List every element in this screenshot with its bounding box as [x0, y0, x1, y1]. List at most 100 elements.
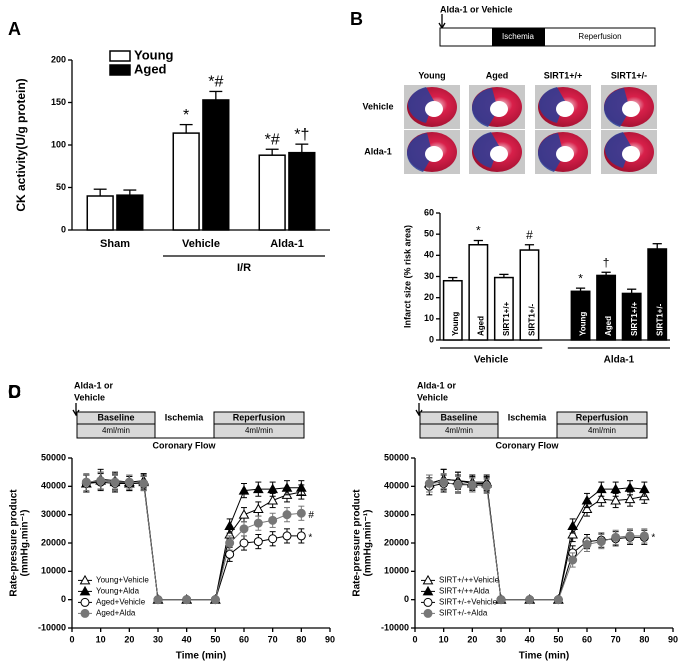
marker: [80, 608, 90, 618]
drug-label: Alda-1 or: [74, 380, 114, 390]
phase-box: [556, 411, 648, 439]
marker: [422, 585, 434, 596]
marker: [423, 608, 433, 618]
x-axis-label: Time (min): [176, 651, 226, 662]
y-tick-label: -10000: [38, 622, 66, 632]
marker: [595, 483, 607, 494]
phase-label: Baseline: [440, 412, 477, 422]
heart-lumen: [622, 146, 640, 162]
marker: [567, 528, 579, 539]
phase-label: Reperfusion: [576, 412, 629, 422]
marker: [238, 509, 250, 519]
marker: [567, 520, 579, 530]
bar: [202, 99, 230, 231]
y-axis-label: (mmHg.min⁻¹): [20, 510, 31, 577]
phase-label: Reperfusion: [233, 412, 286, 422]
marker: [139, 479, 149, 488]
legend-label: SIRT+/-+Alda: [439, 609, 488, 618]
marker: [296, 508, 306, 518]
x-tick-label: SIRT1+/+: [502, 301, 511, 336]
x-tick-label: SIRT1+/-: [528, 303, 537, 336]
marker: [225, 538, 235, 548]
x-tick-label: SIRT1+/+: [630, 301, 639, 336]
phase-box: [213, 411, 305, 439]
y-axis-label: Rate-pressure product: [352, 489, 363, 597]
y-tick-label: -10000: [381, 622, 409, 632]
y-tick-label: 20000: [41, 537, 66, 547]
significance-marker: *: [476, 224, 481, 238]
y-tick-label: 150: [51, 97, 66, 107]
heart-blue: [537, 133, 564, 172]
bar: [258, 154, 286, 231]
flow-label: 4ml/min: [102, 426, 130, 435]
marker: [268, 534, 278, 544]
heart-lumen: [490, 146, 508, 162]
y-tick-label: 0: [61, 224, 66, 234]
y-tick-label: 0: [429, 334, 434, 344]
flow-title: Coronary Flow: [152, 440, 216, 450]
x-tick-label: 30: [496, 634, 506, 644]
y-tick-label: 20: [424, 292, 434, 302]
x-tick-label: SIRT1+/-: [655, 303, 664, 336]
bar: [570, 290, 591, 341]
marker: [439, 477, 449, 487]
group-label: Alda-1: [604, 355, 635, 366]
marker: [281, 482, 293, 492]
phase-label: Baseline: [97, 412, 134, 422]
marker: [611, 532, 621, 542]
marker: [639, 531, 649, 541]
x-tick-label: Aged: [604, 316, 613, 336]
marker: [210, 595, 220, 605]
significance-marker: #: [526, 228, 533, 242]
marker: [96, 476, 106, 486]
bar: [647, 248, 668, 341]
x-tick-label: 20: [124, 634, 134, 644]
column-label: SIRT1+/-: [611, 70, 647, 80]
y-tick-label: 60: [424, 207, 434, 217]
ischemia-box: [492, 28, 545, 46]
marker: [182, 595, 192, 605]
reperfusion-label: Reperfusion: [578, 32, 621, 41]
x-tick-label: 70: [611, 634, 621, 644]
marker: [225, 549, 235, 559]
marker: [253, 537, 263, 547]
y-tick-label: 50000: [41, 452, 66, 462]
column-label: SIRT1+/+: [544, 70, 583, 80]
x-tick-label: 40: [525, 634, 535, 644]
y-tick-label: 10000: [384, 566, 409, 576]
drug-label: Vehicle: [417, 392, 448, 402]
marker: [624, 482, 636, 492]
x-tick-label: 40: [182, 634, 192, 644]
x-tick-label: 80: [296, 634, 306, 644]
marker: [595, 493, 607, 504]
bar: [596, 274, 617, 341]
y-tick-label: 30: [424, 271, 434, 281]
y-tick-label: 10: [424, 313, 434, 323]
marker: [553, 595, 563, 605]
marker: [79, 574, 91, 585]
heart-blue: [406, 133, 433, 172]
heart-lumen: [556, 101, 574, 117]
significance-marker: *: [183, 107, 189, 124]
significance-marker: *: [308, 533, 312, 544]
legend-swatch: [109, 50, 131, 62]
marker: [79, 585, 91, 596]
row-label: Vehicle: [362, 101, 393, 111]
x-tick-label: 10: [96, 634, 106, 644]
heart-blue: [603, 88, 630, 127]
drug-label: Vehicle: [74, 392, 105, 402]
y-tick-label: 0: [61, 594, 66, 604]
timeline-label: Alda-1 or Vehicle: [440, 4, 513, 14]
group-label: I/R: [237, 262, 251, 274]
x-tick-label: 30: [153, 634, 163, 644]
marker: [282, 531, 292, 541]
significance-marker: *†: [294, 126, 309, 143]
marker: [596, 537, 606, 547]
marker: [110, 477, 120, 487]
marker: [581, 503, 593, 513]
marker: [239, 524, 249, 534]
marker: [525, 595, 535, 605]
x-tick-label: 60: [582, 634, 592, 644]
significance-marker: *#: [208, 74, 223, 91]
